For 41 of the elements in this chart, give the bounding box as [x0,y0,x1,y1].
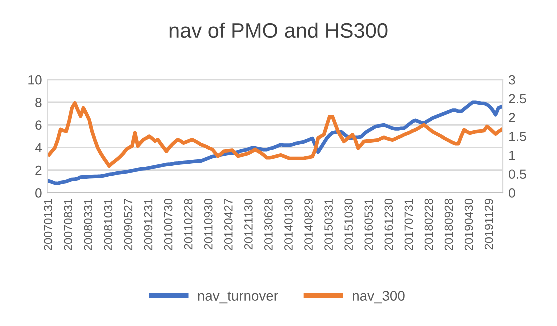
x-tick-label: 20180928 [444,199,454,250]
y-tick-label: 0 [36,188,42,198]
y2-tick-label: 0.5 [509,170,526,180]
x-tick-label: 20070831 [64,199,73,250]
y2-tick-label: 0 [509,188,516,198]
chart-title: nav of PMO and HS300 [170,22,388,38]
x-tick-label: 20170731 [404,199,414,250]
legend-label: nav_300 [353,291,405,304]
y-tick-label: 10 [28,75,42,85]
y2-tick-label: 2.5 [509,94,526,104]
x-tick-label: 20140829 [304,199,313,250]
y-tick-label: 4 [35,143,42,153]
x-tick-label: 20161230 [384,199,394,250]
x-tick-label: 20140130 [284,199,293,250]
x-tick-label: 20191129 [484,199,494,250]
x-tick-label: 20080331 [84,199,93,250]
x-tick-label: 20130628 [264,199,273,250]
y2-tick-label: 1 [510,150,516,160]
y-tick-label: 8 [36,98,42,108]
x-tick-label: 20070131 [44,199,52,250]
x-tick-label: 20121130 [244,199,253,250]
x-tick-label: 20081031 [104,199,113,250]
x-tick-label: 20120427 [224,199,233,250]
x-tick-label: 20100730 [164,199,173,250]
x-tick-label: 20090527 [124,199,133,250]
x-tick-label: 20160531 [364,199,374,250]
x-tick-label: 20151030 [344,199,354,250]
x-tick-label: 20091231 [144,199,153,250]
y2-tick-label: 1.5 [510,132,526,142]
line-series [48,101,503,168]
x-tick-label: 20110228 [184,199,193,250]
line-series [48,100,503,186]
x-tick-label: 20190430 [464,199,474,250]
x-tick-label: 20110930 [204,199,213,250]
y2-tick-label: 3 [509,75,516,85]
x-tick-label: 20150331 [324,199,333,250]
y2-tick-label: 2 [509,113,516,122]
y-tick-label: 6 [36,120,42,130]
x-tick-label: 20180228 [424,199,434,250]
legend-label: nav_turnover [198,292,278,304]
y-tick-label: 2 [36,166,42,176]
